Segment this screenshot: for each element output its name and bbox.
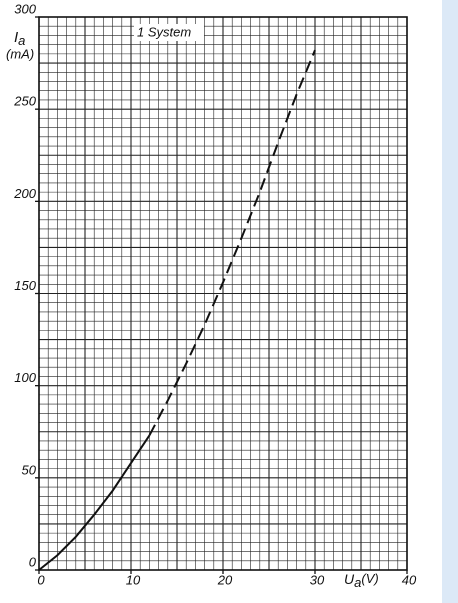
annotation: 1 System: [137, 24, 191, 39]
y-axis-label: Ia: [14, 29, 25, 48]
x-label-unit: (V): [361, 571, 378, 586]
y-label-subscript: a: [18, 33, 25, 48]
side-strip: [442, 0, 458, 603]
x-tick-label: 30: [310, 572, 325, 587]
curve: [148, 49, 316, 436]
y-tick-label: 0: [29, 554, 37, 569]
y-axis-unit: (mA): [6, 46, 34, 61]
y-tick-label: 300: [14, 1, 36, 16]
x-tick-label: 10: [126, 572, 141, 587]
y-tick-label: 200: [13, 186, 36, 201]
curve: [38, 434, 151, 571]
y-label-symbol: I: [14, 29, 18, 46]
x-label-symbol: U: [344, 571, 355, 587]
x-tick-label: 40: [402, 572, 417, 587]
y-tick-label: 50: [22, 462, 37, 477]
x-tick-label: 20: [217, 572, 233, 587]
x-label-subscript: a: [354, 575, 361, 590]
x-tick-label: 0: [37, 572, 45, 587]
y-tick-label: 250: [13, 94, 36, 109]
plot-frame: [38, 16, 408, 571]
annotation-bg: [134, 24, 204, 41]
y-tick-label: 100: [14, 370, 36, 385]
x-axis-label: Ua(V): [344, 571, 379, 591]
y-tick-label: 150: [14, 278, 36, 293]
